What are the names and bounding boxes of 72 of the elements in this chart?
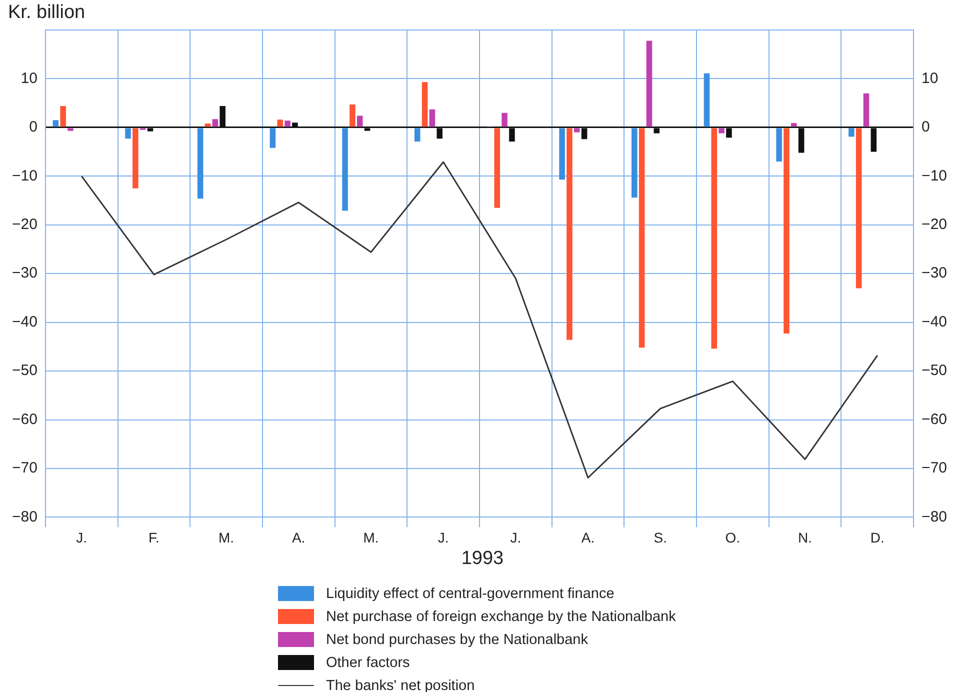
bar bbox=[646, 40, 652, 127]
y-tick-label: −30 bbox=[12, 264, 38, 282]
bar bbox=[863, 93, 870, 127]
bar bbox=[711, 128, 718, 349]
bar bbox=[284, 120, 290, 127]
bar bbox=[574, 128, 580, 132]
y2-tick-label: −50 bbox=[922, 362, 948, 380]
legend-label: Net bond purchases by the Nationalbank bbox=[326, 632, 588, 648]
x-tick-label: S. bbox=[654, 529, 667, 546]
bar bbox=[718, 128, 724, 134]
bar bbox=[784, 128, 790, 334]
y2-tick-label: 0 bbox=[922, 118, 930, 136]
bar bbox=[270, 128, 276, 148]
x-tick-label: M. bbox=[218, 529, 234, 546]
y2-tick-label: −80 bbox=[922, 508, 948, 526]
legend-label: Liquidity effect of central-government finance bbox=[326, 586, 614, 602]
x-tick-label: O. bbox=[725, 529, 740, 546]
bar bbox=[704, 73, 710, 127]
x-tick-label: M. bbox=[363, 529, 379, 546]
x-tick-label: A. bbox=[581, 529, 595, 546]
legend-label: Other factors bbox=[326, 654, 410, 670]
bar bbox=[356, 116, 363, 127]
bar bbox=[559, 128, 565, 180]
bar bbox=[414, 128, 420, 142]
y-axis-title: Kr. billion bbox=[8, 2, 86, 24]
y-tick-label: 10 bbox=[20, 70, 38, 87]
x-tick-label: J. bbox=[510, 529, 522, 546]
bar bbox=[429, 109, 436, 127]
y-tick-label: −10 bbox=[12, 167, 38, 184]
y2-tick-label: −70 bbox=[922, 460, 948, 477]
x-tick-label: J. bbox=[438, 529, 449, 546]
y-tick-label: 0 bbox=[29, 118, 38, 136]
bar bbox=[212, 119, 218, 127]
bar bbox=[197, 128, 204, 199]
bar bbox=[502, 112, 508, 127]
bar bbox=[204, 124, 211, 127]
bar bbox=[68, 128, 74, 131]
bar bbox=[60, 106, 66, 127]
bar bbox=[494, 128, 500, 208]
bar bbox=[350, 104, 356, 127]
bar bbox=[776, 128, 782, 162]
y-tick-label: −70 bbox=[12, 460, 38, 477]
bar bbox=[791, 123, 797, 127]
bar bbox=[856, 128, 862, 288]
bar bbox=[277, 120, 283, 127]
y2-tick-label: −10 bbox=[922, 167, 948, 184]
x-tick-label: D. bbox=[870, 529, 884, 546]
x-axis-title: 1993 bbox=[460, 548, 505, 570]
y-tick-label: −50 bbox=[12, 362, 38, 380]
x-tick-label: F. bbox=[148, 529, 160, 546]
legend-label: Net purchase of foreign exchange by the Nationalbank bbox=[326, 608, 676, 624]
bar bbox=[566, 128, 572, 340]
y2-tick-label: −60 bbox=[922, 410, 948, 428]
y2-tick-label: 10 bbox=[922, 70, 938, 87]
bar bbox=[52, 120, 59, 127]
x-tick-label: A. bbox=[292, 529, 306, 546]
bar bbox=[638, 128, 645, 348]
x-tick-label: J. bbox=[76, 529, 88, 546]
bar bbox=[125, 128, 131, 139]
y2-tick-label: −20 bbox=[922, 216, 948, 234]
bar bbox=[132, 128, 138, 188]
y2-tick-label: −30 bbox=[922, 264, 948, 282]
y-tick-label: −60 bbox=[12, 410, 38, 428]
y-tick-label: −20 bbox=[12, 216, 38, 234]
bar bbox=[632, 128, 638, 198]
y-tick-label: −40 bbox=[12, 313, 38, 330]
bar bbox=[848, 128, 854, 137]
bar bbox=[342, 128, 348, 211]
y2-tick-label: −40 bbox=[922, 313, 948, 330]
bar bbox=[422, 82, 428, 127]
x-tick-label: N. bbox=[798, 529, 812, 546]
y-tick-label: −80 bbox=[12, 508, 38, 526]
